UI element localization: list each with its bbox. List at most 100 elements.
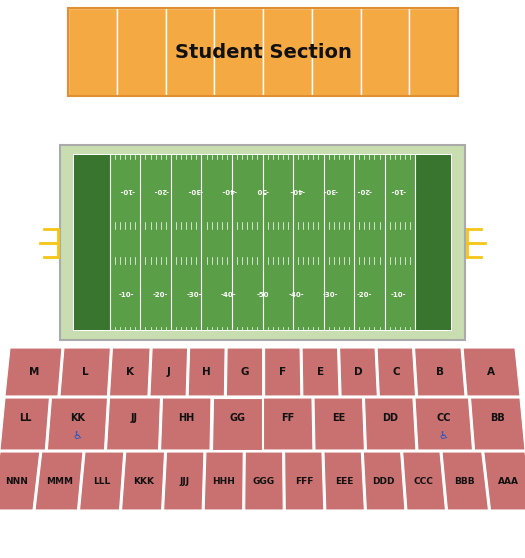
Bar bbox=[74, 155, 110, 330]
Text: E: E bbox=[317, 367, 324, 377]
Polygon shape bbox=[442, 452, 488, 510]
Polygon shape bbox=[470, 398, 525, 450]
Text: EE: EE bbox=[332, 413, 345, 423]
Text: FF: FF bbox=[281, 413, 295, 423]
Polygon shape bbox=[0, 452, 40, 510]
Text: D: D bbox=[354, 367, 363, 377]
Polygon shape bbox=[415, 348, 465, 396]
Text: LLL: LLL bbox=[93, 477, 111, 485]
Text: -40-: -40- bbox=[289, 187, 304, 193]
Text: FFF: FFF bbox=[295, 477, 313, 485]
Text: HH: HH bbox=[178, 413, 194, 423]
Bar bbox=[165, 8, 214, 96]
Text: LL: LL bbox=[19, 413, 31, 423]
Text: F: F bbox=[279, 367, 286, 377]
Text: ♿: ♿ bbox=[72, 430, 83, 440]
Text: -40-: -40- bbox=[220, 187, 236, 193]
Text: -30-: -30- bbox=[187, 187, 203, 193]
Text: -20-: -20- bbox=[153, 187, 169, 193]
Text: KK: KK bbox=[70, 413, 85, 423]
Bar bbox=[312, 8, 361, 96]
Bar bbox=[68, 8, 458, 96]
Text: A: A bbox=[487, 367, 495, 377]
Bar bbox=[263, 8, 312, 96]
Text: -10-: -10- bbox=[119, 292, 134, 298]
Text: GGG: GGG bbox=[253, 477, 275, 485]
Text: C: C bbox=[392, 367, 400, 377]
Polygon shape bbox=[161, 398, 211, 450]
Polygon shape bbox=[109, 348, 150, 396]
Text: -20-: -20- bbox=[356, 187, 372, 193]
Text: -40-: -40- bbox=[220, 292, 236, 298]
Text: GG: GG bbox=[229, 413, 245, 423]
Text: L: L bbox=[82, 367, 89, 377]
Polygon shape bbox=[403, 452, 445, 510]
Polygon shape bbox=[363, 452, 405, 510]
Polygon shape bbox=[5, 348, 62, 396]
Polygon shape bbox=[264, 398, 313, 450]
Polygon shape bbox=[377, 348, 416, 396]
Bar bbox=[214, 8, 263, 96]
Polygon shape bbox=[285, 452, 324, 510]
Text: MMM: MMM bbox=[46, 477, 73, 485]
Polygon shape bbox=[415, 398, 472, 450]
Polygon shape bbox=[364, 398, 416, 450]
Text: B: B bbox=[436, 367, 444, 377]
Text: -30-: -30- bbox=[322, 187, 338, 193]
Polygon shape bbox=[265, 348, 301, 396]
Polygon shape bbox=[150, 348, 187, 396]
Text: -10-: -10- bbox=[391, 187, 406, 193]
Text: DDD: DDD bbox=[373, 477, 395, 485]
Polygon shape bbox=[80, 452, 124, 510]
Polygon shape bbox=[164, 452, 204, 510]
Text: CC: CC bbox=[436, 413, 451, 423]
Text: -20-: -20- bbox=[153, 292, 169, 298]
Polygon shape bbox=[484, 452, 525, 510]
Polygon shape bbox=[122, 452, 164, 510]
Polygon shape bbox=[107, 398, 161, 450]
Bar bbox=[415, 155, 451, 330]
Text: JJJ: JJJ bbox=[179, 477, 189, 485]
Text: CCC: CCC bbox=[414, 477, 434, 485]
Bar bbox=[60, 145, 465, 340]
Text: -50: -50 bbox=[256, 187, 269, 193]
Polygon shape bbox=[324, 452, 364, 510]
Text: -50: -50 bbox=[256, 292, 269, 298]
Text: ♿: ♿ bbox=[438, 430, 448, 440]
Text: KKK: KKK bbox=[133, 477, 154, 485]
Text: EEE: EEE bbox=[334, 477, 353, 485]
Text: HHH: HHH bbox=[213, 477, 235, 485]
Text: JJ: JJ bbox=[130, 413, 137, 423]
Polygon shape bbox=[188, 348, 225, 396]
Polygon shape bbox=[302, 348, 339, 396]
Text: -10-: -10- bbox=[391, 292, 406, 298]
Text: NNN: NNN bbox=[5, 477, 28, 485]
Text: AAA: AAA bbox=[498, 477, 519, 485]
Polygon shape bbox=[204, 452, 243, 510]
Bar bbox=[410, 8, 458, 96]
Bar bbox=[117, 8, 165, 96]
Polygon shape bbox=[60, 348, 110, 396]
Bar bbox=[74, 155, 451, 330]
Text: M: M bbox=[28, 367, 39, 377]
Polygon shape bbox=[340, 348, 377, 396]
Text: -30-: -30- bbox=[322, 292, 338, 298]
Text: BBB: BBB bbox=[455, 477, 475, 485]
Text: J: J bbox=[167, 367, 171, 377]
Text: Student Section: Student Section bbox=[174, 42, 351, 61]
Polygon shape bbox=[314, 398, 364, 450]
Polygon shape bbox=[463, 348, 520, 396]
Text: K: K bbox=[126, 367, 134, 377]
Text: G: G bbox=[240, 367, 249, 377]
Text: -40-: -40- bbox=[289, 292, 304, 298]
Polygon shape bbox=[35, 452, 83, 510]
Polygon shape bbox=[212, 398, 261, 450]
Text: -10-: -10- bbox=[119, 187, 134, 193]
Polygon shape bbox=[47, 398, 108, 450]
Text: DD: DD bbox=[382, 413, 398, 423]
Text: -30-: -30- bbox=[187, 292, 203, 298]
Polygon shape bbox=[0, 398, 49, 450]
Bar bbox=[110, 155, 415, 330]
Polygon shape bbox=[226, 348, 262, 396]
Bar bbox=[68, 8, 117, 96]
